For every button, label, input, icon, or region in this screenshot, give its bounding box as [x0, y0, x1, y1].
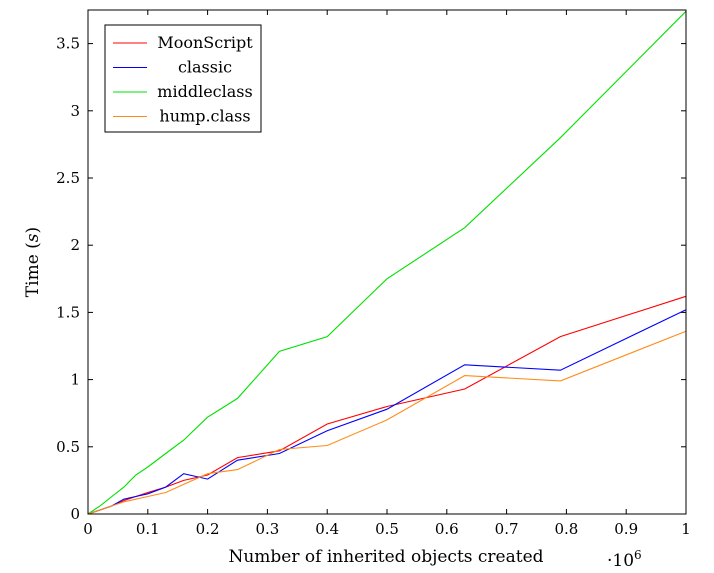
- legend: MoonScript classic middleclass hump.class: [104, 24, 262, 133]
- x-tick-label: 0.8: [554, 520, 578, 538]
- x-scale-note: ·106: [607, 548, 642, 571]
- x-axis-label: Number of inherited objects created: [228, 547, 543, 567]
- series-group: [87, 10, 687, 515]
- x-scale-note-exponent: 6: [634, 548, 642, 562]
- y-tick-label: 1: [70, 371, 80, 389]
- legend-entries: MoonScript classic middleclass hump.class: [113, 33, 253, 126]
- series-line-hump-class: [87, 330, 687, 515]
- x-tick-label: 0.6: [435, 520, 459, 538]
- x-tick-label: 0.7: [495, 520, 519, 538]
- y-tick-label: 2: [70, 236, 80, 254]
- y-axis-label-unit: s: [23, 233, 43, 242]
- series-line-moonscript: [87, 295, 687, 515]
- x-tick-label: 0: [83, 520, 93, 538]
- legend-label-moonscript: MoonScript: [157, 33, 253, 52]
- x-tick-label: 0.4: [315, 520, 339, 538]
- y-tick-label: 1.5: [56, 303, 80, 321]
- series-line-classic: [87, 309, 687, 515]
- x-tick-label: 0.1: [136, 520, 160, 538]
- y-tick-label: 2.5: [56, 169, 80, 187]
- x-tick-label: 0.9: [614, 520, 638, 538]
- legend-label-hump-class: hump.class: [159, 107, 250, 126]
- x-tick-label: 0.3: [255, 520, 279, 538]
- x-tick-label: 1: [681, 520, 691, 538]
- y-axis-label: Time (s): [23, 227, 43, 297]
- y-tick-label: 0: [70, 505, 80, 523]
- y-axis-label-suffix: ): [23, 227, 43, 234]
- x-tick-label: 0.2: [196, 520, 220, 538]
- legend-label-classic: classic: [178, 58, 232, 77]
- series-line-middleclass: [87, 10, 687, 515]
- y-tick-label: 0.5: [56, 438, 80, 456]
- x-scale-note-base: ·10: [607, 551, 634, 571]
- legend-label-middleclass: middleclass: [157, 82, 252, 101]
- ticks-group: 0 0.1 0.2 0.3 0.4 0.5 0.6 0.7 0.8 0.9 1 0 0.5 1 1.5 2 2.…: [56, 10, 691, 538]
- y-axis-label-prefix: Time (: [23, 242, 43, 297]
- y-tick-label: 3: [70, 102, 80, 120]
- y-tick-label: 3.5: [56, 35, 80, 53]
- x-tick-label: 0.5: [375, 520, 399, 538]
